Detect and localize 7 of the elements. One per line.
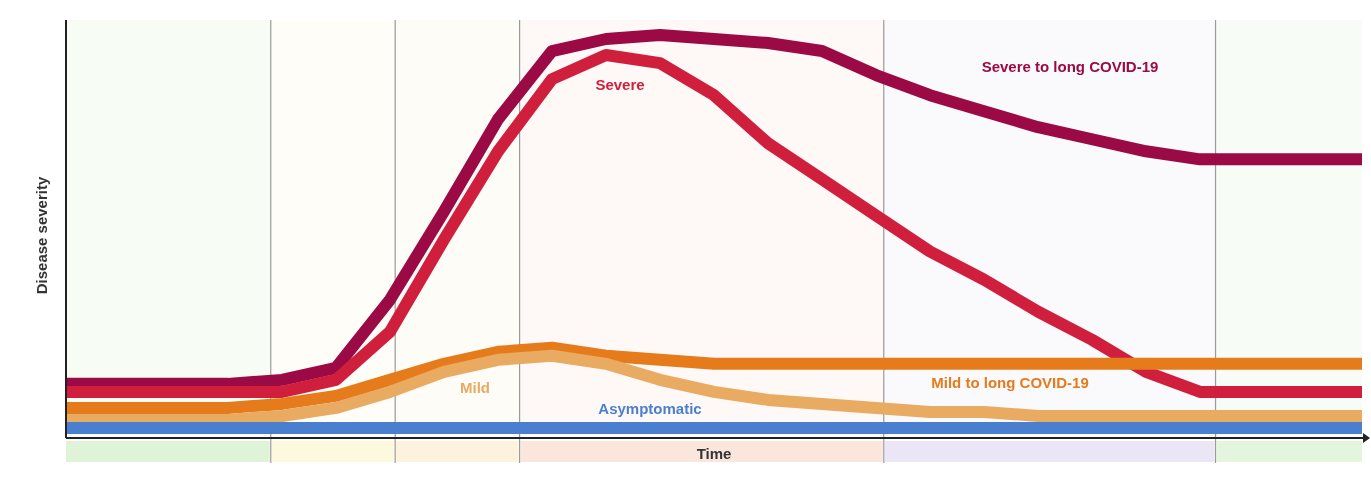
y-axis-title: Disease severity: [33, 176, 50, 295]
series-label: Asymptomatic: [598, 400, 702, 417]
series-label: Mild to long COVID-19: [931, 374, 1089, 391]
x-axis-title: Time: [696, 445, 732, 462]
series-label: Mild: [460, 379, 490, 396]
text: Severe to long COVID-19: [981, 58, 1159, 75]
series-label: Severe: [595, 76, 645, 93]
